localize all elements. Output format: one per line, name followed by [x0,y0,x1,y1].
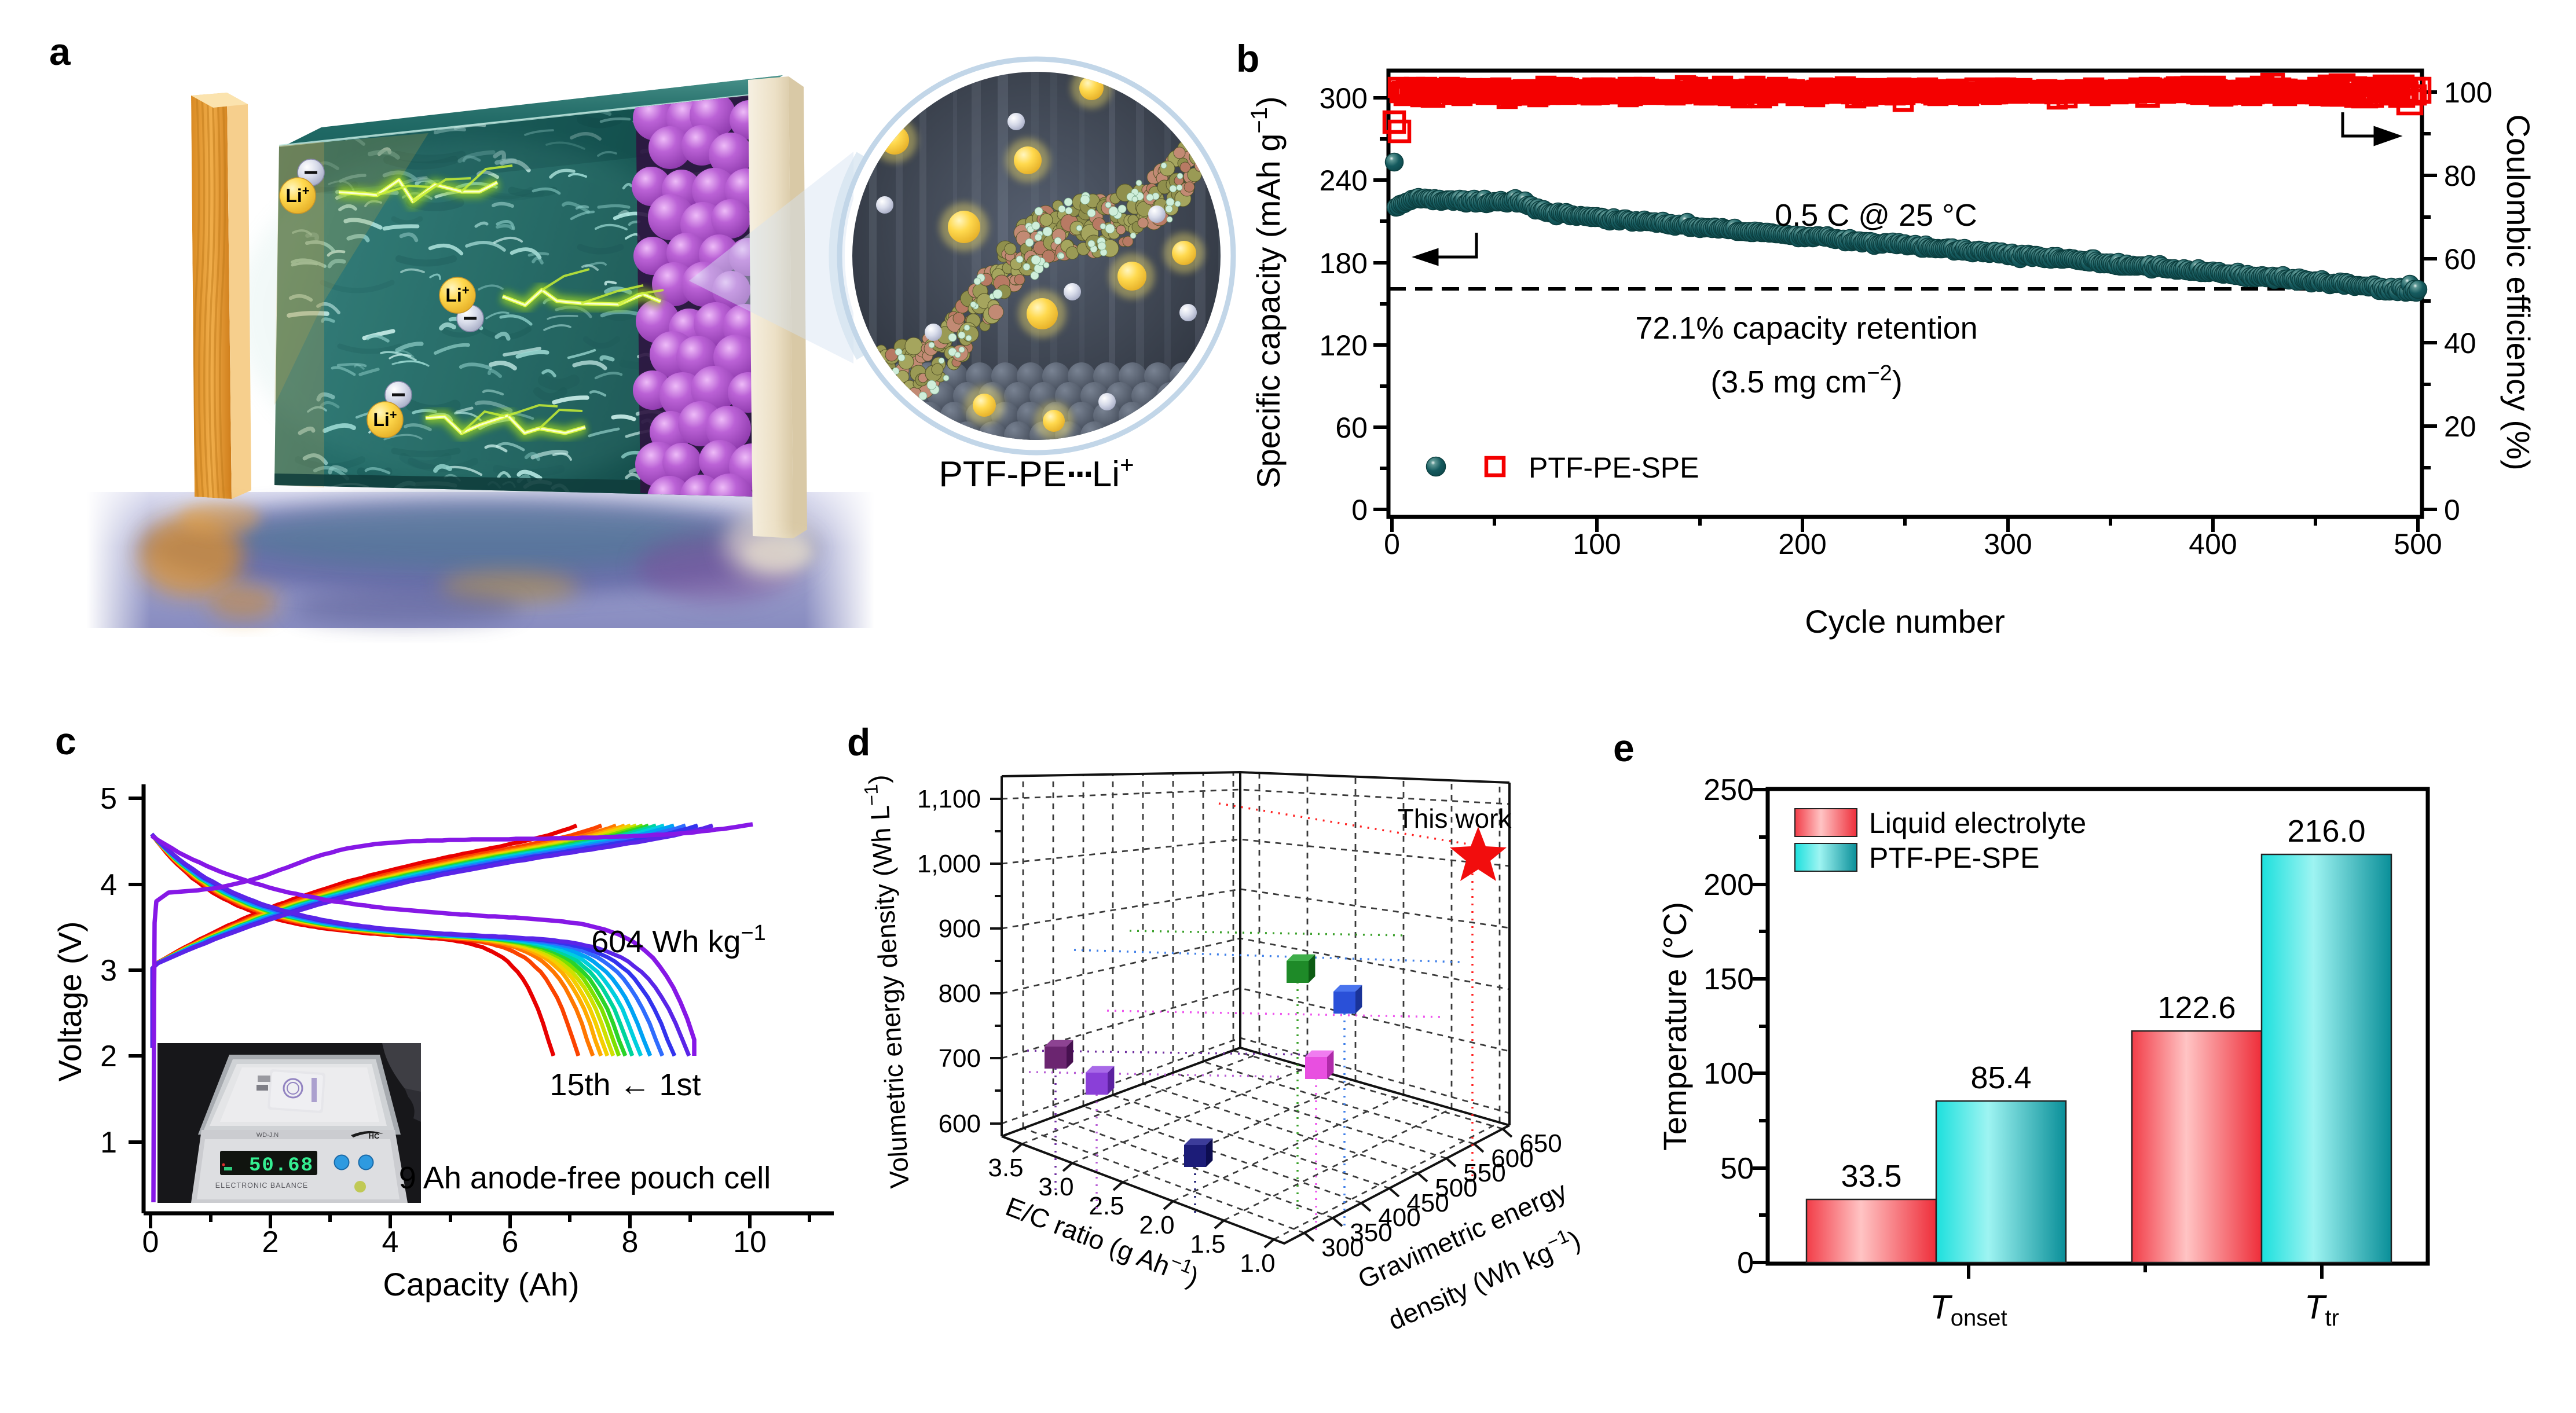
svg-text:9 Ah anode-free pouch cell: 9 Ah anode-free pouch cell [399,1161,771,1195]
svg-text:0: 0 [2444,494,2460,526]
svg-text:0: 0 [142,1225,159,1259]
svg-text:200: 200 [1703,868,1754,902]
svg-text:300: 300 [1320,82,1368,115]
svg-text:c: c [55,720,76,762]
svg-text:40: 40 [2444,327,2476,359]
svg-text:100: 100 [2444,76,2492,109]
svg-text:450: 450 [1406,1189,1449,1217]
svg-text:PTF-PE···Li+: PTF-PE···Li+ [939,451,1134,495]
svg-text:2.0: 2.0 [1139,1211,1174,1239]
svg-text:Volumetric energy density (Wh: Volumetric energy density (Wh L−1) [859,774,915,1189]
svg-text:1,100: 1,100 [917,785,981,813]
svg-text:20: 20 [2444,410,2476,443]
svg-text:200: 200 [1778,528,1826,560]
svg-text:1,000: 1,000 [917,850,981,878]
svg-text:(3.5 mg cm−2): (3.5 mg cm−2) [1710,361,1902,399]
svg-text:300: 300 [1984,528,2032,560]
svg-text:400: 400 [2189,528,2237,560]
svg-text:15th ← 1st: 15th ← 1st [549,1067,701,1102]
svg-text:2: 2 [100,1040,117,1073]
svg-text:0: 0 [1351,494,1368,526]
svg-text:WD-J.N: WD-J.N [256,1132,279,1139]
svg-text:2.5: 2.5 [1089,1192,1124,1220]
svg-text:ELECTRONIC BALANCE: ELECTRONIC BALANCE [215,1181,308,1190]
svg-text:150: 150 [1703,963,1754,996]
svg-text:50: 50 [1720,1152,1754,1186]
svg-text:80: 80 [2444,160,2476,192]
svg-text:Capacity (Ah): Capacity (Ah) [383,1266,579,1302]
svg-text:5: 5 [100,782,117,816]
svg-text:604 Wh kg−1: 604 Wh kg−1 [591,921,765,959]
svg-text:PTF-PE-SPE: PTF-PE-SPE [1529,452,1699,484]
svg-text:Ttr: Ttr [2304,1289,2339,1331]
svg-text:550: 550 [1463,1159,1505,1187]
svg-text:3.5: 3.5 [988,1154,1023,1182]
svg-text:33.5: 33.5 [1841,1159,1901,1194]
svg-text:4: 4 [382,1225,399,1259]
svg-text:3: 3 [100,954,117,988]
svg-text:250: 250 [1703,773,1754,807]
svg-text:Specific capacity (mAh g−1): Specific capacity (mAh g−1) [1247,96,1287,488]
svg-text:0: 0 [1384,528,1400,560]
svg-text:600: 600 [1491,1144,1533,1173]
svg-text:500: 500 [2394,528,2442,560]
svg-text:100: 100 [1703,1057,1754,1091]
svg-text:Liquid electrolyte: Liquid electrolyte [1869,807,2086,839]
svg-text:This work: This work [1398,803,1512,834]
svg-text:240: 240 [1320,164,1368,197]
svg-text:0.5 C @ 25 °C: 0.5 C @ 25 °C [1775,198,1977,233]
svg-text:3.0: 3.0 [1038,1173,1073,1201]
svg-text:8: 8 [622,1225,639,1259]
svg-text:6: 6 [502,1225,519,1259]
svg-text:Cycle number: Cycle number [1805,603,2005,640]
svg-text:400: 400 [1378,1203,1420,1232]
svg-text:HC: HC [369,1132,380,1140]
svg-text:0: 0 [1737,1246,1754,1280]
svg-text:900: 900 [939,915,981,943]
svg-text:4: 4 [100,868,117,902]
svg-text:d: d [847,721,870,764]
svg-text:122.6: 122.6 [2157,990,2236,1025]
svg-text:2: 2 [262,1225,279,1259]
svg-text:1: 1 [100,1126,117,1159]
svg-text:72.1% capacity retention: 72.1% capacity retention [1635,311,1977,346]
svg-text:60: 60 [2444,243,2476,276]
svg-text:b: b [1236,37,1259,80]
svg-text:PTF-PE-SPE: PTF-PE-SPE [1869,842,2039,874]
svg-text:e: e [1613,726,1635,769]
svg-text:Tonset: Tonset [1930,1289,2007,1331]
svg-text:120: 120 [1320,329,1368,362]
svg-text:1.0: 1.0 [1240,1249,1275,1278]
svg-text:a: a [49,30,71,73]
svg-text:300: 300 [1321,1234,1364,1262]
svg-text:650: 650 [1519,1129,1562,1158]
svg-text:50.68: 50.68 [249,1155,314,1177]
svg-text:10: 10 [733,1225,767,1259]
svg-text:1.5: 1.5 [1190,1230,1225,1258]
svg-text:Voltage (V): Voltage (V) [52,921,88,1081]
svg-text:700: 700 [939,1044,981,1073]
svg-text:500: 500 [1435,1174,1477,1202]
svg-text:100: 100 [1573,528,1621,560]
svg-text:350: 350 [1350,1219,1392,1247]
svg-text:Temperature (°C): Temperature (°C) [1657,902,1693,1151]
svg-text:60: 60 [1335,412,1368,444]
svg-text:85.4: 85.4 [1970,1060,2031,1095]
svg-text:180: 180 [1320,247,1368,280]
svg-text:600: 600 [939,1110,981,1138]
svg-text:Li+: Li+ [285,183,309,207]
svg-text:800: 800 [939,979,981,1008]
svg-text:216.0: 216.0 [2287,814,2365,849]
svg-text:Coulombic efficiency (%): Coulombic efficiency (%) [2500,114,2537,470]
